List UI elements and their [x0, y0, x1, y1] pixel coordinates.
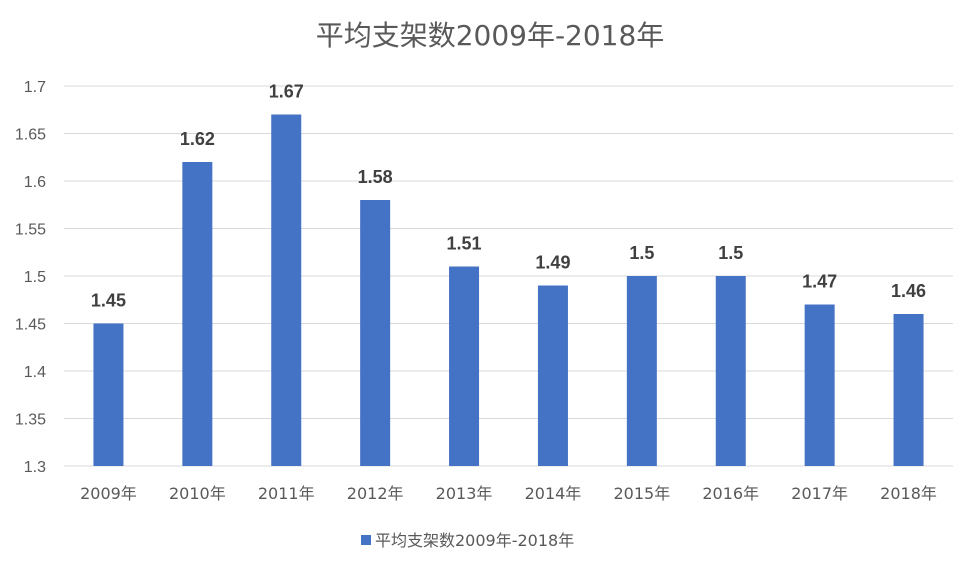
y-tick-label: 1.45 [15, 317, 46, 334]
bar [715, 276, 746, 466]
legend: 平均支架数2009年-2018年 [361, 531, 574, 550]
bar [893, 314, 924, 466]
chart-title: 平均支架数2009年-2018年 [316, 19, 665, 52]
data-label: 1.5 [718, 243, 743, 263]
x-tick-label: 2016年 [702, 484, 759, 503]
y-tick-label: 1.4 [24, 364, 46, 381]
bar [360, 200, 391, 466]
x-tick-label: 2009年 [80, 484, 137, 503]
y-tick-label: 1.65 [15, 127, 46, 144]
bar [182, 162, 213, 466]
x-tick-label: 2015年 [613, 484, 670, 503]
bar [537, 285, 568, 466]
data-label: 1.58 [358, 167, 393, 187]
x-tick-label: 2010年 [169, 484, 226, 503]
y-tick-label: 1.5 [24, 269, 46, 286]
x-tick-label: 2011年 [258, 484, 315, 503]
bar [449, 266, 480, 466]
y-tick-label: 1.6 [24, 174, 46, 191]
data-label: 1.45 [91, 291, 126, 311]
y-tick-label: 1.7 [24, 79, 46, 96]
bar [93, 323, 124, 466]
bar [626, 276, 657, 466]
data-label: 1.62 [180, 129, 215, 149]
x-tick-label: 2013年 [436, 484, 493, 503]
x-tick-label: 2014年 [525, 484, 582, 503]
x-tick-label: 2012年 [347, 484, 404, 503]
data-label: 1.46 [891, 281, 926, 301]
y-tick-label: 1.35 [15, 412, 46, 429]
data-label: 1.49 [535, 253, 570, 273]
x-tick-label: 2017年 [791, 484, 848, 503]
data-label: 1.47 [802, 272, 837, 292]
y-tick-label: 1.55 [15, 222, 46, 239]
bar [804, 304, 835, 466]
legend-swatch [361, 535, 371, 545]
x-tick-label: 2018年 [880, 484, 937, 503]
y-tick-label: 1.3 [24, 459, 46, 476]
bar [271, 114, 302, 466]
data-label: 1.5 [629, 243, 654, 263]
data-label: 1.67 [269, 82, 304, 102]
data-label: 1.51 [447, 234, 482, 254]
legend-label: 平均支架数2009年-2018年 [375, 531, 574, 550]
